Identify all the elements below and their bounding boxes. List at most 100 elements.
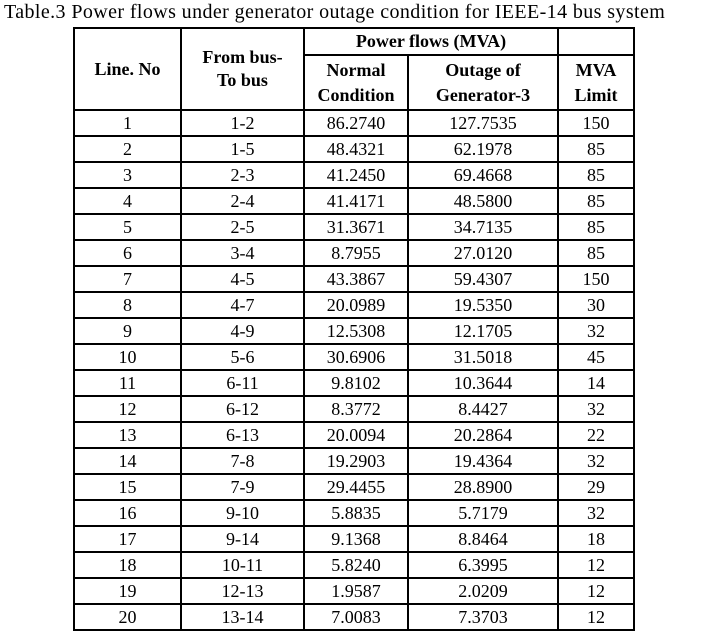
cell-from-bus-to-bus: 6-12 bbox=[180, 395, 305, 423]
table-row: 8 4-7 20.0989 19.5350 30 bbox=[73, 291, 635, 319]
table-row: 14 7-8 19.2903 19.4364 32 bbox=[73, 447, 635, 475]
cell-normal-condition: 9.1368 bbox=[303, 525, 409, 553]
header-group-row: Line. No From bus- To bus Power flows (M… bbox=[73, 27, 635, 111]
cell-normal-condition: 43.3867 bbox=[303, 265, 409, 293]
cell-mva-limit: 85 bbox=[557, 161, 635, 189]
cell-normal-condition: 41.2450 bbox=[303, 161, 409, 189]
cell-line-no: 5 bbox=[73, 213, 182, 241]
cell-normal-condition: 1.9587 bbox=[303, 577, 409, 605]
cell-from-bus-to-bus: 12-13 bbox=[180, 577, 305, 605]
cell-normal-condition: 9.8102 bbox=[303, 369, 409, 397]
cell-from-bus-to-bus: 5-6 bbox=[180, 343, 305, 371]
cell-line-no: 2 bbox=[73, 135, 182, 163]
cell-mva-limit: 85 bbox=[557, 187, 635, 215]
cell-outage-generator-3: 2.0209 bbox=[407, 577, 559, 605]
header-outage-generator-3: Outage of Generator-3 bbox=[407, 54, 559, 111]
cell-normal-condition: 5.8835 bbox=[303, 499, 409, 527]
table-row: 19 12-13 1.9587 2.0209 12 bbox=[73, 577, 635, 605]
cell-from-bus-to-bus: 4-7 bbox=[180, 291, 305, 319]
cell-mva-limit: 150 bbox=[557, 265, 635, 293]
cell-from-bus-to-bus: 2-5 bbox=[180, 213, 305, 241]
cell-outage-generator-3: 8.8464 bbox=[407, 525, 559, 553]
cell-mva-limit: 12 bbox=[557, 603, 635, 631]
cell-line-no: 7 bbox=[73, 265, 182, 293]
header-power-flows-group: Power flows (MVA) bbox=[303, 27, 559, 56]
cell-outage-generator-3: 6.3995 bbox=[407, 551, 559, 579]
cell-normal-condition: 20.0989 bbox=[303, 291, 409, 319]
cell-normal-condition: 31.3671 bbox=[303, 213, 409, 241]
cell-from-bus-to-bus: 9-14 bbox=[180, 525, 305, 553]
cell-line-no: 12 bbox=[73, 395, 182, 423]
cell-outage-generator-3: 48.5800 bbox=[407, 187, 559, 215]
cell-mva-limit: 12 bbox=[557, 551, 635, 579]
cell-outage-generator-3: 5.7179 bbox=[407, 499, 559, 527]
cell-mva-limit: 85 bbox=[557, 239, 635, 267]
cell-line-no: 3 bbox=[73, 161, 182, 189]
cell-outage-generator-3: 31.5018 bbox=[407, 343, 559, 371]
cell-mva-limit: 32 bbox=[557, 447, 635, 475]
cell-outage-generator-3: 127.7535 bbox=[407, 109, 559, 137]
table-row: 9 4-9 12.5308 12.1705 32 bbox=[73, 317, 635, 345]
cell-outage-generator-3: 10.3644 bbox=[407, 369, 559, 397]
cell-outage-generator-3: 34.7135 bbox=[407, 213, 559, 241]
cell-mva-limit: 150 bbox=[557, 109, 635, 137]
cell-normal-condition: 48.4321 bbox=[303, 135, 409, 163]
cell-line-no: 9 bbox=[73, 317, 182, 345]
cell-from-bus-to-bus: 2-4 bbox=[180, 187, 305, 215]
cell-normal-condition: 7.0083 bbox=[303, 603, 409, 631]
cell-outage-generator-3: 62.1978 bbox=[407, 135, 559, 163]
cell-line-no: 11 bbox=[73, 369, 182, 397]
cell-mva-limit: 45 bbox=[557, 343, 635, 371]
cell-mva-limit: 30 bbox=[557, 291, 635, 319]
cell-outage-generator-3: 19.4364 bbox=[407, 447, 559, 475]
cell-line-no: 15 bbox=[73, 473, 182, 501]
table-header: Line. No From bus- To bus Power flows (M… bbox=[73, 27, 635, 111]
cell-outage-generator-3: 28.8900 bbox=[407, 473, 559, 501]
cell-outage-generator-3: 8.4427 bbox=[407, 395, 559, 423]
cell-from-bus-to-bus: 3-4 bbox=[180, 239, 305, 267]
table-row: 11 6-11 9.8102 10.3644 14 bbox=[73, 369, 635, 397]
table-row: 2 1-5 48.4321 62.1978 85 bbox=[73, 135, 635, 163]
cell-outage-generator-3: 69.4668 bbox=[407, 161, 559, 189]
cell-normal-condition: 20.0094 bbox=[303, 421, 409, 449]
table-row: 17 9-14 9.1368 8.8464 18 bbox=[73, 525, 635, 553]
header-normal-condition: Normal Condition bbox=[303, 54, 409, 111]
cell-from-bus-to-bus: 13-14 bbox=[180, 603, 305, 631]
cell-line-no: 1 bbox=[73, 109, 182, 137]
cell-line-no: 20 bbox=[73, 603, 182, 631]
cell-mva-limit: 32 bbox=[557, 395, 635, 423]
cell-from-bus-to-bus: 6-13 bbox=[180, 421, 305, 449]
cell-from-bus-to-bus: 10-11 bbox=[180, 551, 305, 579]
cell-normal-condition: 8.3772 bbox=[303, 395, 409, 423]
cell-normal-condition: 29.4455 bbox=[303, 473, 409, 501]
table-row: 4 2-4 41.4171 48.5800 85 bbox=[73, 187, 635, 215]
cell-from-bus-to-bus: 6-11 bbox=[180, 369, 305, 397]
cell-from-bus-to-bus: 7-8 bbox=[180, 447, 305, 475]
header-sub-row: Normal Condition Outage of Generator-3 M… bbox=[74, 54, 635, 111]
table-row: 15 7-9 29.4455 28.8900 29 bbox=[73, 473, 635, 501]
table-row: 1 1-2 86.2740 127.7535 150 bbox=[73, 109, 635, 137]
cell-line-no: 16 bbox=[73, 499, 182, 527]
table-row: 10 5-6 30.6906 31.5018 45 bbox=[73, 343, 635, 371]
table-row: 7 4-5 43.3867 59.4307 150 bbox=[73, 265, 635, 293]
cell-mva-limit: 18 bbox=[557, 525, 635, 553]
cell-outage-generator-3: 27.0120 bbox=[407, 239, 559, 267]
cell-mva-limit: 12 bbox=[557, 577, 635, 605]
cell-from-bus-to-bus: 4-5 bbox=[180, 265, 305, 293]
power-flows-table: Line. No From bus- To bus Power flows (M… bbox=[73, 27, 635, 631]
cell-from-bus-to-bus: 1-2 bbox=[180, 109, 305, 137]
header-from-bus-to-bus: From bus- To bus bbox=[180, 27, 305, 111]
cell-line-no: 6 bbox=[73, 239, 182, 267]
cell-mva-limit: 29 bbox=[557, 473, 635, 501]
cell-outage-generator-3: 20.2864 bbox=[407, 421, 559, 449]
cell-normal-condition: 30.6906 bbox=[303, 343, 409, 371]
table-row: 6 3-4 8.7955 27.0120 85 bbox=[73, 239, 635, 267]
table-row: 16 9-10 5.8835 5.7179 32 bbox=[73, 499, 635, 527]
cell-normal-condition: 5.8240 bbox=[303, 551, 409, 579]
table-row: 13 6-13 20.0094 20.2864 22 bbox=[73, 421, 635, 449]
cell-line-no: 18 bbox=[73, 551, 182, 579]
cell-mva-limit: 32 bbox=[557, 317, 635, 345]
cell-from-bus-to-bus: 1-5 bbox=[180, 135, 305, 163]
cell-outage-generator-3: 59.4307 bbox=[407, 265, 559, 293]
table-body: 1 1-2 86.2740 127.7535 150 2 1-5 48.4321 62.1978… bbox=[73, 109, 635, 631]
